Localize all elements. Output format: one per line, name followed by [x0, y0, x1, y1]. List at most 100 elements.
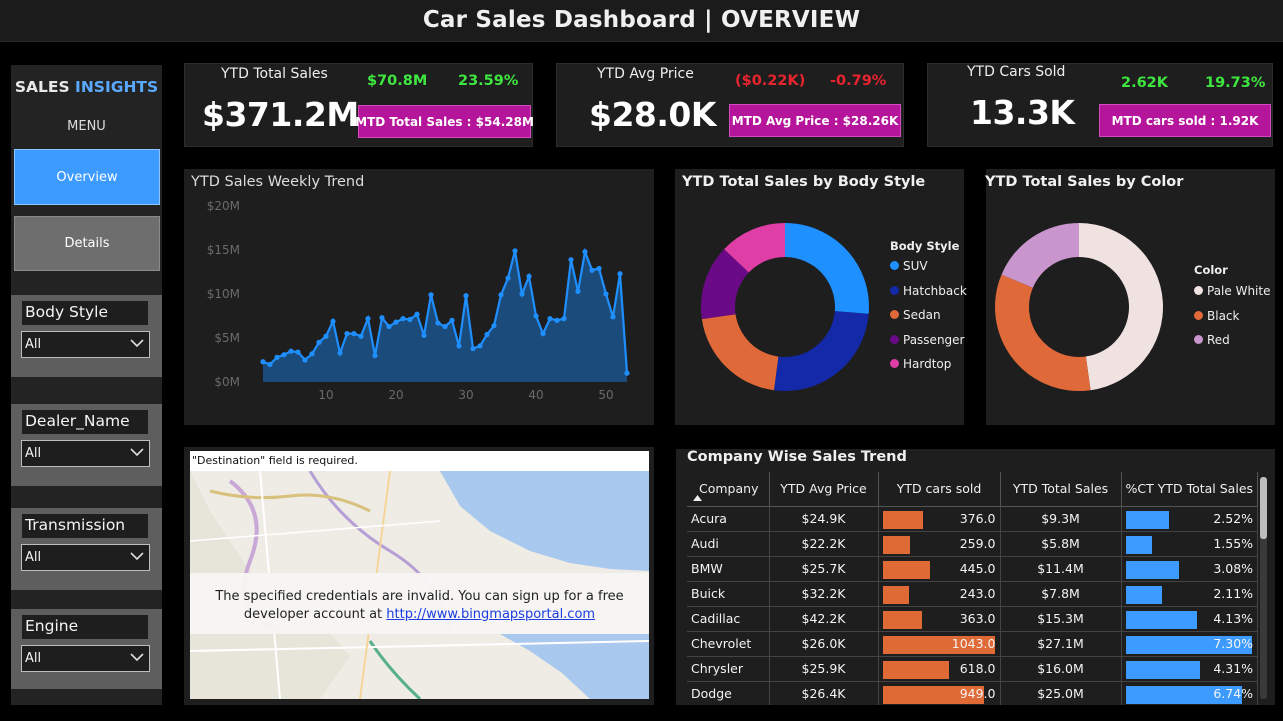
donut-slice-hardtop[interactable] — [724, 223, 785, 273]
kpi-mtd-badge: MTD Avg Price : $28.26K — [729, 104, 901, 137]
kpi-delta-abs: ($0.22K) — [735, 73, 806, 89]
legend-item[interactable]: Pale White — [1194, 284, 1270, 298]
cell-pct-total-sales: 7.30% — [1121, 631, 1259, 657]
trend-point[interactable] — [505, 275, 511, 281]
column-header-pct-total-sales[interactable]: %CT YTD Total Sales — [1121, 472, 1259, 507]
trend-point[interactable] — [498, 292, 504, 298]
column-header-avg-price[interactable]: YTD Avg Price — [769, 472, 879, 507]
trend-point[interactable] — [547, 316, 553, 322]
legend-item[interactable]: SUV — [890, 259, 928, 273]
trend-point[interactable] — [274, 354, 280, 360]
bing-maps-portal-link[interactable]: http://www.bingmapsportal.com — [386, 607, 596, 622]
donut-slice-red[interactable] — [1001, 223, 1079, 288]
weekly-trend-chart[interactable]: $0M $5M $10M $15M $20M 10 20 30 40 50 — [184, 169, 654, 425]
color-donut-chart[interactable] — [986, 169, 1275, 425]
trend-point[interactable] — [323, 333, 329, 339]
donut-slice-pale-white[interactable] — [1079, 223, 1164, 391]
details-nav-button[interactable]: Details — [14, 216, 160, 271]
body-style-dropdown[interactable]: All — [21, 331, 150, 358]
trend-point[interactable] — [568, 257, 574, 263]
trend-point[interactable] — [603, 291, 609, 297]
column-header-cars-sold[interactable]: YTD cars sold — [878, 472, 1001, 507]
table-row[interactable]: Chrysler $25.9K 618.0 $16.0M 4.31% — [687, 656, 1259, 682]
donut-slice-hatchback[interactable] — [773, 311, 869, 391]
trend-point[interactable] — [519, 291, 525, 297]
trend-point[interactable] — [470, 345, 476, 352]
trend-point[interactable] — [617, 271, 623, 277]
legend-item[interactable]: Black — [1194, 309, 1239, 323]
trend-point[interactable] — [463, 293, 469, 299]
trend-point[interactable] — [386, 323, 392, 330]
trend-point[interactable] — [561, 316, 567, 322]
trend-point[interactable] — [302, 357, 308, 363]
trend-point[interactable] — [442, 323, 448, 330]
map-visual[interactable]: "Destination" field is required. The spe… — [190, 451, 649, 699]
trend-point[interactable] — [400, 316, 406, 322]
trend-point[interactable] — [309, 351, 315, 357]
trend-point[interactable] — [554, 317, 560, 323]
table-row[interactable]: Audi $22.2K 259.0 $5.8M 1.55% — [687, 531, 1259, 557]
column-header-total-sales[interactable]: YTD Total Sales — [1000, 472, 1122, 507]
trend-point[interactable] — [351, 331, 357, 337]
cell-total-sales: $15.3M — [1000, 606, 1122, 632]
trend-point[interactable] — [582, 249, 588, 255]
trend-point[interactable] — [428, 292, 434, 298]
trend-point[interactable] — [344, 331, 350, 337]
body-style-donut-chart[interactable] — [675, 169, 964, 425]
table-row[interactable]: Dodge $26.4K 949.0 $25.0M 6.74% — [687, 681, 1259, 705]
trend-point[interactable] — [484, 331, 490, 338]
trend-point[interactable] — [526, 273, 532, 279]
trend-point[interactable] — [589, 267, 595, 273]
trend-point[interactable] — [610, 314, 616, 320]
table-scrollbar[interactable] — [1260, 477, 1267, 699]
trend-point[interactable] — [575, 288, 581, 294]
trend-point[interactable] — [596, 265, 602, 272]
trend-point[interactable] — [421, 332, 427, 338]
legend-item[interactable]: Sedan — [890, 308, 941, 322]
dealer-name-dropdown[interactable]: All — [21, 440, 150, 467]
legend-item[interactable]: Hatchback — [890, 284, 967, 298]
trend-point[interactable] — [288, 348, 294, 354]
trend-point[interactable] — [540, 331, 546, 337]
trend-point[interactable] — [330, 318, 336, 324]
trend-point[interactable] — [533, 313, 539, 319]
trend-point[interactable] — [372, 353, 378, 359]
transmission-dropdown[interactable]: All — [21, 544, 150, 571]
trend-point[interactable] — [281, 352, 287, 358]
engine-dropdown[interactable]: All — [21, 645, 150, 672]
scrollbar-thumb[interactable] — [1260, 477, 1267, 539]
table-row[interactable]: Cadillac $42.2K 363.0 $15.3M 4.13% — [687, 606, 1259, 632]
overview-nav-button[interactable]: Overview — [14, 149, 160, 205]
trend-point[interactable] — [260, 359, 266, 365]
trend-point[interactable] — [456, 343, 462, 349]
trend-point[interactable] — [491, 323, 497, 329]
trend-point[interactable] — [267, 361, 273, 367]
table-row[interactable]: Chevrolet $26.0K 1043.0 $27.1M 7.30% — [687, 631, 1259, 657]
legend-item[interactable]: Red — [1194, 333, 1230, 347]
table-row[interactable]: Buick $32.2K 243.0 $7.8M 2.11% — [687, 581, 1259, 607]
donut-slice-suv[interactable] — [785, 223, 869, 314]
table-row[interactable]: Acura $24.9K 376.0 $9.3M 2.52% — [687, 506, 1259, 532]
trend-point[interactable] — [393, 319, 399, 325]
trend-point[interactable] — [337, 350, 343, 356]
trend-point[interactable] — [512, 248, 518, 254]
trend-point[interactable] — [358, 333, 364, 339]
trend-point[interactable] — [449, 317, 455, 323]
donut-slice-sedan[interactable] — [701, 314, 779, 391]
trend-point[interactable] — [365, 316, 371, 322]
trend-point[interactable] — [414, 311, 420, 317]
donut-slice-passenger[interactable] — [701, 249, 749, 320]
trend-point[interactable] — [435, 320, 441, 326]
trend-point[interactable] — [379, 315, 385, 321]
trend-point[interactable] — [477, 343, 483, 349]
table-row[interactable]: BMW $25.7K 445.0 $11.4M 3.08% — [687, 556, 1259, 582]
column-header-company[interactable]: Company — [687, 472, 770, 507]
legend-item[interactable]: Hardtop — [890, 357, 951, 371]
trend-point[interactable] — [407, 316, 413, 323]
trend-point[interactable] — [316, 339, 322, 345]
donut-slice-black[interactable] — [995, 274, 1091, 392]
trend-point[interactable] — [295, 349, 301, 355]
cars-sold-bar — [882, 635, 995, 654]
legend-item[interactable]: Passenger — [890, 333, 964, 347]
trend-point[interactable] — [624, 370, 630, 376]
